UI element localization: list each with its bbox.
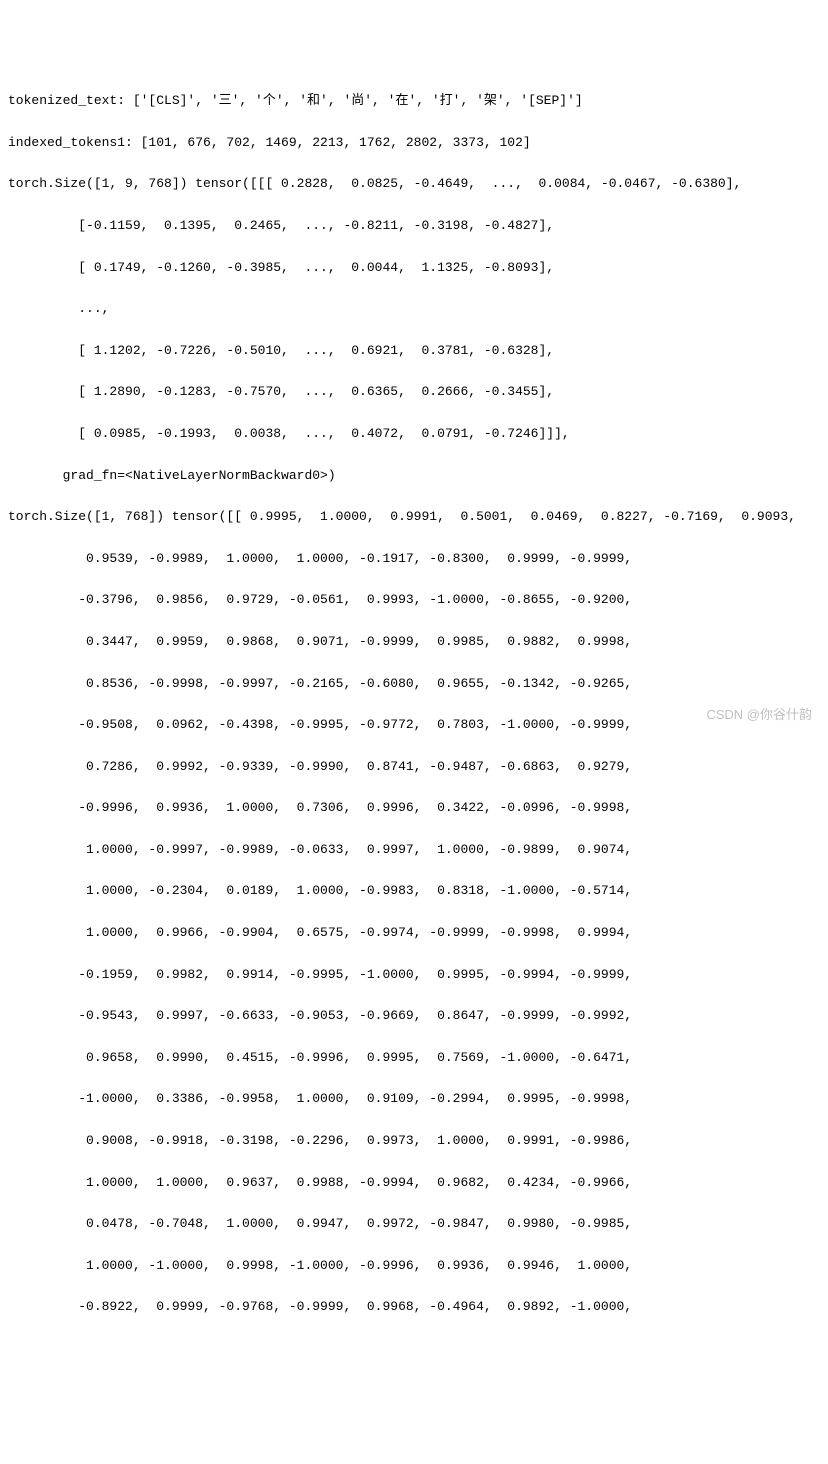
output-line: 0.3447, 0.9959, 0.9868, 0.9071, -0.9999,… bbox=[8, 632, 820, 653]
output-line: -0.9508, 0.0962, -0.4398, -0.9995, -0.97… bbox=[8, 715, 820, 736]
output-line: 1.0000, 1.0000, 0.9637, 0.9988, -0.9994,… bbox=[8, 1173, 820, 1194]
output-line: -0.9996, 0.9936, 1.0000, 0.7306, 0.9996,… bbox=[8, 798, 820, 819]
output-line: -0.3796, 0.9856, 0.9729, -0.0561, 0.9993… bbox=[8, 590, 820, 611]
output-line: 0.9658, 0.9990, 0.4515, -0.9996, 0.9995,… bbox=[8, 1048, 820, 1069]
output-line: [ 0.1749, -0.1260, -0.3985, ..., 0.0044,… bbox=[8, 258, 820, 279]
output-line: 1.0000, -0.9997, -0.9989, -0.0633, 0.999… bbox=[8, 840, 820, 861]
output-line: ..., bbox=[8, 299, 820, 320]
output-line: -1.0000, 0.3386, -0.9958, 1.0000, 0.9109… bbox=[8, 1089, 820, 1110]
output-line: 0.9539, -0.9989, 1.0000, 1.0000, -0.1917… bbox=[8, 549, 820, 570]
output-line: [-0.1159, 0.1395, 0.2465, ..., -0.8211, … bbox=[8, 216, 820, 237]
watermark: CSDN @你谷什韵 bbox=[706, 705, 812, 726]
output-line: -0.1959, 0.9982, 0.9914, -0.9995, -1.000… bbox=[8, 965, 820, 986]
output-line: 0.9008, -0.9918, -0.3198, -0.2296, 0.997… bbox=[8, 1131, 820, 1152]
output-line: 0.7286, 0.9992, -0.9339, -0.9990, 0.8741… bbox=[8, 757, 820, 778]
output-line: [ 1.2890, -0.1283, -0.7570, ..., 0.6365,… bbox=[8, 382, 820, 403]
output-line: tokenized_text: ['[CLS]', '三', '个', '和',… bbox=[8, 91, 820, 112]
output-line: -0.9543, 0.9997, -0.6633, -0.9053, -0.96… bbox=[8, 1006, 820, 1027]
output-line: 1.0000, 0.9966, -0.9904, 0.6575, -0.9974… bbox=[8, 923, 820, 944]
output-line: 0.8536, -0.9998, -0.9997, -0.2165, -0.60… bbox=[8, 674, 820, 695]
output-line: 0.0478, -0.7048, 1.0000, 0.9947, 0.9972,… bbox=[8, 1214, 820, 1235]
output-line: [ 1.1202, -0.7226, -0.5010, ..., 0.6921,… bbox=[8, 341, 820, 362]
output-line: 1.0000, -0.2304, 0.0189, 1.0000, -0.9983… bbox=[8, 881, 820, 902]
output-line: grad_fn=<NativeLayerNormBackward0>) bbox=[8, 466, 820, 487]
output-line: torch.Size([1, 9, 768]) tensor([[[ 0.282… bbox=[8, 174, 820, 195]
output-line: torch.Size([1, 768]) tensor([[ 0.9995, 1… bbox=[8, 507, 820, 528]
output-line: indexed_tokens1: [101, 676, 702, 1469, 2… bbox=[8, 133, 820, 154]
output-line: [ 0.0985, -0.1993, 0.0038, ..., 0.4072, … bbox=[8, 424, 820, 445]
output-line: 1.0000, -1.0000, 0.9998, -1.0000, -0.999… bbox=[8, 1256, 820, 1277]
output-line: -0.8922, 0.9999, -0.9768, -0.9999, 0.996… bbox=[8, 1297, 820, 1318]
